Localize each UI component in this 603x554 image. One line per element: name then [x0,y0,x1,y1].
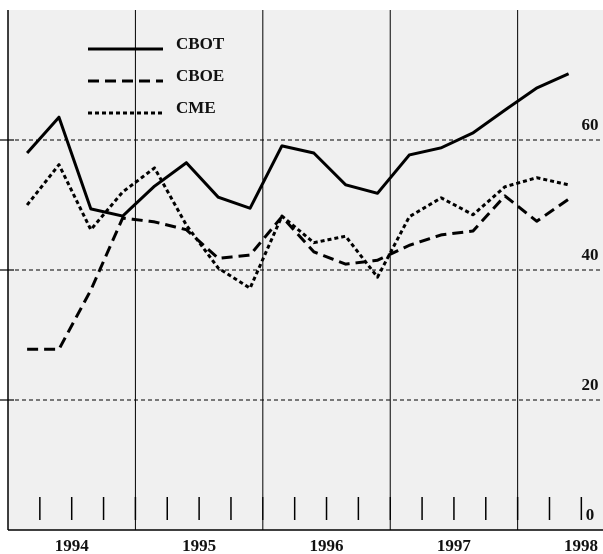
x-tick-label: 1994 [55,536,90,554]
legend-label: CME [176,98,216,117]
x-tick-label: 1998 [564,536,598,554]
x-tick-label: 1996 [310,536,344,554]
y-tick-label: 20 [582,375,599,394]
line-series [25,72,570,218]
y-tick-label: 60 [582,115,599,134]
legend-label: CBOE [176,66,224,85]
y-tick-label: 40 [582,245,599,264]
legend-label: CBOT [176,34,225,53]
line-series [25,163,569,290]
y-tick-label: 0 [586,505,595,524]
line-series [27,194,570,351]
x-tick-label: 1995 [182,536,216,554]
x-tick-label: 1997 [437,536,472,554]
